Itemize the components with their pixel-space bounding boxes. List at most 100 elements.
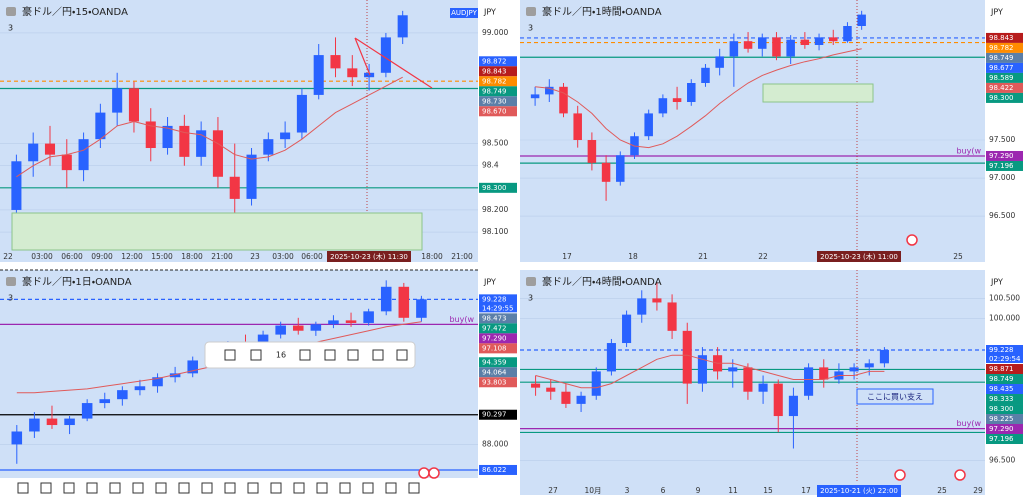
bottom-toolbar (0, 478, 478, 500)
price-tag (479, 96, 517, 107)
y-tick-label: 100.000 (989, 314, 1020, 323)
x-tick-label: 18 (628, 252, 638, 261)
candle-body (128, 88, 140, 122)
toolbar-icon[interactable] (224, 349, 236, 361)
candle-body (64, 418, 75, 426)
price-tag-label: 98.300 (989, 405, 1014, 413)
tool-icon[interactable] (293, 482, 305, 494)
chart-background (520, 0, 985, 262)
candle-body (196, 130, 207, 157)
price-tag (479, 377, 517, 388)
tool-icon[interactable] (155, 482, 167, 494)
candle-body (573, 113, 582, 141)
price-tag-label: 98.589 (989, 74, 1014, 82)
y-tick-label: 99.000 (482, 28, 508, 37)
toolbar-icon[interactable] (299, 349, 311, 361)
tool-icon[interactable] (132, 482, 144, 494)
candle-body (380, 37, 391, 73)
price-tag (479, 323, 517, 334)
y-tick-label: 98.4 (482, 161, 499, 170)
tool-icon[interactable] (201, 482, 213, 494)
price-tag (986, 150, 1023, 161)
candle-body (819, 367, 829, 380)
indicator-count: 3 (8, 24, 13, 33)
tool-icon[interactable] (224, 482, 236, 494)
tool-icon[interactable] (178, 482, 190, 494)
tool-icon[interactable] (86, 482, 98, 494)
toolbar-icon[interactable] (372, 349, 384, 361)
toolbar-icon[interactable] (396, 349, 408, 361)
price-tag (479, 56, 517, 67)
candle-body (697, 355, 707, 384)
price-tag (986, 364, 1023, 375)
tool-icon[interactable] (385, 482, 397, 494)
price-tag-label: 97.108 (482, 344, 507, 352)
toolbar-icon[interactable] (347, 349, 359, 361)
price-tag (986, 32, 1023, 43)
candle-body (275, 325, 286, 335)
toolbar-icon[interactable] (324, 349, 336, 361)
crosshair-tag (327, 251, 411, 263)
alert-icon[interactable] (418, 467, 430, 479)
y-tick-label: 88.000 (482, 439, 508, 448)
x-tick-label: 17 (562, 252, 572, 261)
candle-body (545, 86, 554, 95)
candle-body (112, 88, 123, 113)
flag (526, 277, 536, 286)
tool-icon[interactable] (63, 482, 75, 494)
price-tag (986, 52, 1023, 63)
candle-body (61, 154, 72, 171)
candle-body (313, 55, 324, 95)
alert-icon[interactable] (954, 469, 966, 481)
candle-body (28, 143, 39, 162)
alert-icon[interactable] (906, 234, 918, 246)
price-tag (986, 92, 1023, 103)
candle-body (95, 112, 106, 140)
candle-body (758, 383, 768, 392)
price-tag-label: 98.677 (989, 64, 1014, 72)
price-tag-label: 97.196 (989, 162, 1014, 170)
price-tag-label: 97.472 (482, 324, 507, 332)
tool-icon[interactable] (316, 482, 328, 494)
candle-body (330, 55, 341, 69)
annotation: ここに買い支え (867, 392, 923, 402)
candle-body (292, 325, 304, 331)
candle-body (328, 320, 339, 325)
tool-icon[interactable] (40, 482, 52, 494)
tool-icon[interactable] (408, 482, 420, 494)
tool-icon[interactable] (109, 482, 121, 494)
price-tag (986, 434, 1023, 445)
moving-average (16, 76, 403, 178)
price-tag-label: 97.290 (482, 334, 507, 342)
candle-body (687, 83, 696, 103)
candle-body (117, 390, 128, 400)
price-tag (986, 82, 1023, 93)
tool-icon[interactable] (270, 482, 282, 494)
x-tick-label: 3 (625, 486, 630, 495)
flag (526, 7, 536, 16)
price-tag-label: 98.749 (482, 87, 507, 95)
countdown-tag (986, 354, 1023, 364)
tool-icon[interactable] (339, 482, 351, 494)
price-tag-label: 98.782 (482, 77, 507, 85)
alert-icon[interactable] (894, 469, 906, 481)
crosshair-tag (817, 251, 901, 263)
flag (6, 277, 16, 286)
tool-icon[interactable] (362, 482, 374, 494)
price-tag (479, 66, 517, 77)
candle-body (864, 363, 874, 368)
candle-body (849, 367, 859, 372)
chart-background (0, 270, 478, 490)
candle-body (263, 139, 274, 155)
candle-body (296, 94, 307, 133)
y-tick-label: 97.500 (989, 135, 1015, 144)
countdown: 14:29:55 (482, 304, 513, 312)
tool-icon[interactable] (247, 482, 259, 494)
candle-body (601, 162, 611, 182)
currency: JPY (990, 8, 1003, 17)
price-tag-label: 98.749 (989, 375, 1014, 383)
toolbar-icon[interactable] (250, 349, 262, 361)
alert-icon[interactable] (428, 467, 440, 479)
tool-icon[interactable] (17, 482, 29, 494)
candle-body (347, 68, 358, 78)
